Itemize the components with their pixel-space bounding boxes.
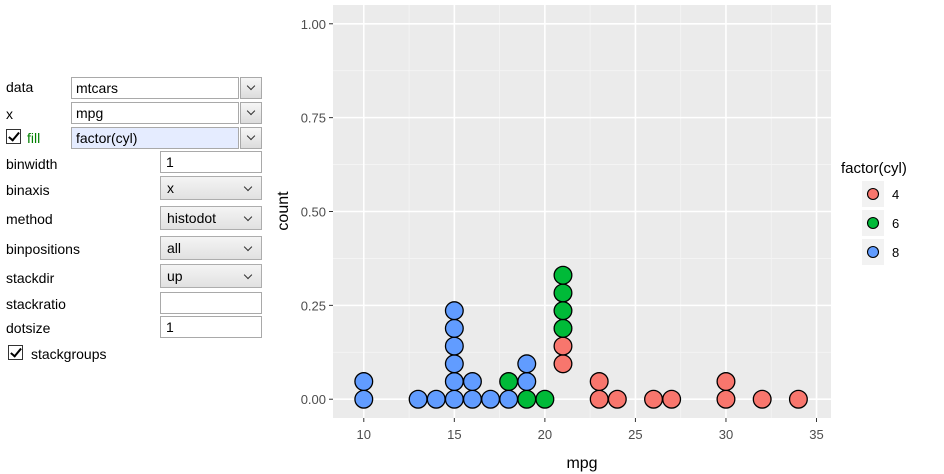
x-axis-title: mpg	[566, 455, 597, 472]
binpositions-select[interactable]: all	[160, 236, 262, 260]
fill-combobox[interactable]: factor(cyl)	[71, 127, 239, 149]
fill-dropdown-button[interactable]	[240, 127, 262, 149]
dot-cyl-8	[444, 354, 464, 374]
stackgroups-checkbox[interactable]	[8, 345, 23, 360]
dot-cyl-4	[788, 389, 808, 409]
y-tick-labels: 0.00 0.25 0.50 0.75 1.00	[301, 17, 326, 407]
method-select[interactable]: histodot	[160, 206, 262, 230]
x-value: mpg	[76, 105, 104, 121]
x-tick-labels: 10 15 20 25 30 35	[357, 427, 824, 442]
legend-key-dot	[866, 245, 880, 259]
dot-cyl-8	[517, 354, 537, 374]
dot-cyl-8	[517, 372, 537, 392]
x-label: x	[6, 106, 13, 122]
method-value: histodot	[167, 210, 217, 226]
x-tick-label: 25	[628, 427, 642, 442]
y-tick-label: 0.50	[301, 205, 326, 220]
stackdir-value: up	[167, 268, 183, 284]
stackratio-input[interactable]	[160, 292, 262, 314]
stackgroups-label: stackgroups	[31, 346, 107, 362]
dot-cyl-8	[499, 389, 519, 409]
x-tick-label: 30	[719, 427, 733, 442]
y-axis-title: count	[275, 191, 292, 231]
y-tick-label: 0.00	[301, 392, 326, 407]
legend: factor(cyl) 4 6 8	[841, 160, 907, 265]
dot-cyl-4	[662, 389, 682, 409]
y-tick-label: 1.00	[301, 17, 326, 32]
x-tick-label: 10	[357, 427, 371, 442]
legend-keys: 4 6 8	[862, 181, 899, 265]
major-gridlines	[333, 5, 831, 418]
legend-label: 6	[892, 216, 899, 231]
dot-cyl-4	[589, 389, 609, 409]
dot-cyl-6	[553, 318, 573, 338]
dot-cyl-4	[716, 389, 736, 409]
stackdir-select[interactable]: up	[160, 264, 262, 288]
dot-cyl-8	[444, 336, 464, 356]
binpositions-label: binpositions	[6, 241, 80, 257]
data-dropdown-button[interactable]	[240, 77, 262, 99]
axis-ticks	[329, 23, 818, 422]
data-value: mtcars	[76, 80, 118, 96]
legend-title: factor(cyl)	[841, 160, 907, 177]
dot-cyl-4	[716, 372, 736, 392]
binaxis-select[interactable]: x	[160, 176, 262, 200]
fill-value: factor(cyl)	[76, 130, 138, 146]
dot-cyl-8	[444, 318, 464, 338]
x-tick-label: 20	[538, 427, 552, 442]
dot-cyl-4	[589, 372, 609, 392]
binpositions-value: all	[167, 240, 182, 256]
dot-cyl-6	[499, 372, 519, 392]
dot-cyl-6	[553, 301, 573, 321]
dot-cyl-4	[553, 336, 573, 356]
dot-cyl-6	[553, 265, 573, 285]
dot-cyl-6	[535, 389, 555, 409]
dot-cyl-6	[517, 389, 537, 409]
data-combobox[interactable]: mtcars	[71, 77, 239, 99]
dot-cyl-4	[607, 389, 627, 409]
binwidth-input[interactable]	[160, 151, 262, 173]
dot-cyl-8	[481, 389, 501, 409]
dot-cyl-8	[354, 372, 374, 392]
stackratio-label: stackratio	[6, 296, 66, 312]
dot-cyl-8	[408, 389, 428, 409]
x-tick-label: 15	[447, 427, 461, 442]
dot-cyl-8	[444, 372, 464, 392]
y-tick-label: 0.75	[301, 111, 326, 126]
method-label: method	[6, 211, 53, 227]
dotsize-input[interactable]	[160, 316, 262, 338]
binaxis-label: binaxis	[6, 182, 50, 198]
dot-cyl-8	[426, 389, 446, 409]
dot-cyl-8	[462, 389, 482, 409]
fill-label: fill	[27, 130, 41, 146]
dot-cyl-8	[444, 389, 464, 409]
legend-label: 8	[892, 245, 899, 260]
dot-cyl-8	[462, 372, 482, 392]
x-tick-label: 35	[809, 427, 823, 442]
dot-cyl-4	[644, 389, 664, 409]
legend-key-dot	[866, 216, 880, 230]
y-tick-label: 0.25	[301, 298, 326, 313]
dotsize-label: dotsize	[6, 320, 51, 336]
dot-cyl-4	[752, 389, 772, 409]
dot-cyl-8	[354, 389, 374, 409]
fill-checkbox[interactable]	[6, 129, 21, 144]
legend-key-dot	[866, 187, 880, 201]
binaxis-value: x	[167, 180, 174, 196]
dot-layer	[354, 265, 808, 409]
dot-cyl-6	[553, 283, 573, 303]
x-dropdown-button[interactable]	[240, 102, 262, 124]
data-label: data	[6, 79, 34, 95]
binwidth-label: binwidth	[6, 156, 58, 172]
x-combobox[interactable]: mpg	[71, 102, 239, 124]
dot-cyl-8	[444, 301, 464, 321]
stackdir-label: stackdir	[6, 270, 55, 286]
dot-cyl-4	[553, 354, 573, 374]
legend-label: 4	[892, 187, 899, 202]
